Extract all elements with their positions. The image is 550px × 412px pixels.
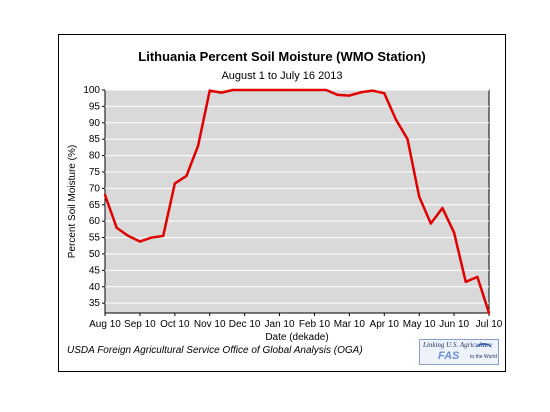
x-tick-label: Sep 10 — [124, 319, 156, 330]
y-tick-label: 55 — [89, 233, 101, 244]
data-point — [266, 88, 270, 92]
data-point — [359, 91, 363, 94]
x-tick-label: Nov 10 — [194, 319, 226, 330]
x-axis-label: Date (dekade) — [265, 332, 328, 343]
chart-subtitle: August 1 to July 16 2013 — [221, 70, 343, 82]
data-point — [487, 311, 491, 315]
data-point — [196, 144, 200, 147]
data-point — [115, 226, 118, 229]
y-tick-label: 100 — [83, 85, 100, 96]
source-footer: USDA Foreign Agricultural Service Office… — [67, 345, 363, 356]
data-point — [255, 88, 258, 92]
data-point — [429, 222, 433, 225]
y-tick-label: 85 — [89, 134, 101, 145]
y-tick-label: 35 — [89, 298, 101, 309]
data-point — [185, 174, 188, 178]
data-point — [127, 234, 130, 238]
x-tick-label: Oct 10 — [160, 319, 190, 330]
data-point — [161, 234, 165, 238]
data-point — [150, 236, 153, 239]
data-point — [441, 206, 444, 210]
plot-area — [104, 89, 490, 314]
y-axis-label: Percent Soil Moisture (%) — [67, 145, 78, 258]
x-tick-label: Jun 10 — [439, 319, 469, 330]
fas-logo: Linking U.S. Agriculture FAS to the Worl… — [419, 339, 499, 365]
logo-tagline: Linking U.S. Agriculture — [423, 341, 492, 349]
data-point — [348, 94, 351, 97]
x-tick-label: Jul 10 — [476, 319, 503, 330]
y-tick-label: 60 — [89, 216, 101, 227]
y-tick-label: 75 — [89, 167, 101, 178]
soil-moisture-line — [103, 88, 491, 314]
y-tick-label: 80 — [89, 151, 101, 162]
data-point — [406, 137, 409, 141]
y-tick-label: 70 — [89, 183, 101, 194]
y-tick-label: 90 — [89, 118, 101, 129]
logo-tagline-end: to the World — [470, 354, 497, 360]
data-point — [324, 88, 328, 92]
x-tick-label: Feb 10 — [299, 319, 331, 330]
y-tick-label: 40 — [89, 282, 101, 293]
data-point — [464, 280, 467, 284]
data-point — [231, 88, 235, 92]
y-tick-label: 45 — [89, 265, 101, 276]
data-point — [476, 275, 479, 279]
data-point — [417, 195, 421, 198]
data-point — [336, 93, 339, 97]
x-tick-label: Mar 10 — [334, 319, 366, 330]
globe-icon — [476, 343, 492, 355]
logo-mark: FAS — [438, 350, 460, 362]
x-tick-label: Apr 10 — [370, 319, 400, 330]
data-point — [394, 118, 398, 121]
x-tick-label: Jan 10 — [265, 319, 295, 330]
x-tick-label: Dec 10 — [229, 319, 261, 330]
data-point — [103, 193, 107, 197]
data-point — [313, 88, 316, 92]
data-point — [383, 92, 386, 95]
chart-title: Lithuania Percent Soil Moisture (WMO Sta… — [138, 49, 426, 64]
x-tick-label: May 10 — [403, 319, 436, 330]
data-point — [220, 91, 223, 94]
data-point — [278, 88, 281, 92]
data-point — [243, 88, 246, 92]
data-point — [452, 231, 456, 234]
y-tick-label: 65 — [89, 200, 101, 211]
data-point — [289, 88, 293, 92]
y-tick-label: 95 — [89, 101, 101, 112]
data-point — [301, 88, 305, 92]
data-point — [371, 89, 374, 92]
y-tick-label: 50 — [89, 249, 101, 260]
data-point — [138, 240, 142, 243]
x-tick-label: Aug 10 — [89, 319, 121, 330]
data-point — [208, 89, 211, 92]
data-point — [173, 182, 177, 185]
